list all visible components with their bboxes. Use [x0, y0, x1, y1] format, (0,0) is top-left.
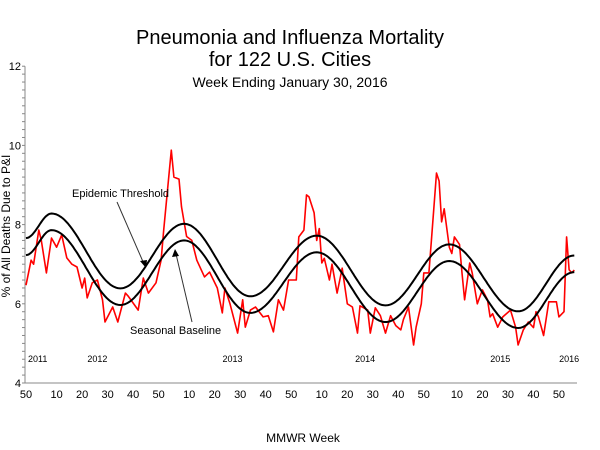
x-tick-label: 40 [260, 389, 272, 401]
threshold-line [25, 212, 575, 313]
x-tick-label: 30 [367, 389, 379, 401]
x-tick-label: 40 [392, 389, 404, 401]
x-tick-label: 50 [418, 389, 430, 401]
observed-line [25, 149, 575, 346]
x-tick-label: 40 [127, 389, 139, 401]
x-tick-label: 20 [476, 389, 488, 401]
x-tick-label: 30 [234, 389, 246, 401]
x-tick-label: 10 [316, 389, 328, 401]
x-tick-label: 10 [50, 389, 62, 401]
y-tick-label: 4 [15, 378, 21, 390]
y-tick-label: 10 [9, 140, 21, 152]
x-tick-label: 20 [209, 389, 221, 401]
x-tick-label: 50 [553, 389, 565, 401]
x-tick-label: 40 [527, 389, 539, 401]
chart-title-line2: for 122 U.S. Cities [209, 49, 371, 71]
year-label: 2012 [87, 354, 107, 364]
y-axis-label: % of All Deaths Due to P&I [0, 155, 13, 298]
threshold-arrow [116, 201, 145, 265]
x-tick-label: 20 [341, 389, 353, 401]
x-tick-label: 10 [183, 389, 195, 401]
baseline-arrowhead [172, 249, 179, 257]
x-tick-label: 50 [152, 389, 164, 401]
baseline-arrow [175, 253, 193, 323]
x-tick-label: 20 [76, 389, 88, 401]
y-tick-label: 8 [15, 220, 21, 232]
year-label: 2016 [559, 354, 579, 364]
x-tick-label: 10 [451, 389, 463, 401]
chart-title: Pneumonia and Influenza Mortality [136, 27, 444, 49]
chart-subtitle: Week Ending January 30, 2016 [192, 74, 387, 90]
annotation-epidemic-threshold: Epidemic Threshold [72, 188, 169, 200]
x-axis-label: MMWR Week [266, 431, 341, 445]
year-label: 2014 [355, 354, 375, 364]
x-tick-label: 50 [285, 389, 297, 401]
baseline-line [25, 229, 575, 329]
x-tick-label: 50 [20, 389, 32, 401]
year-label: 2015 [490, 354, 510, 364]
x-tick-label: 30 [502, 389, 514, 401]
threshold-arrowhead [140, 260, 147, 268]
year-label: 2013 [223, 354, 243, 364]
x-tick-label: 30 [101, 389, 113, 401]
annotation-seasonal-baseline: Seasonal Baseline [130, 325, 221, 337]
y-tick-label: 6 [15, 299, 21, 311]
year-label: 2011 [28, 354, 47, 364]
y-tick-label: 12 [9, 61, 21, 73]
